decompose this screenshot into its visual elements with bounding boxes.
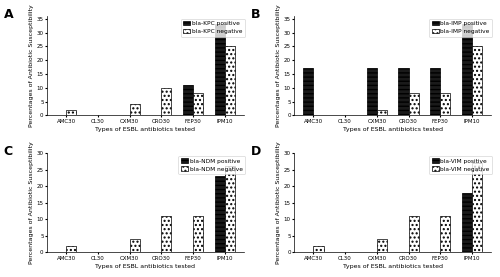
X-axis label: Types of ESBL antibiotics tested: Types of ESBL antibiotics tested <box>342 264 442 269</box>
Bar <box>366 68 377 115</box>
Bar <box>408 93 418 115</box>
Bar <box>193 93 203 115</box>
Text: C: C <box>4 145 13 158</box>
Bar <box>377 239 387 252</box>
Bar <box>314 246 324 252</box>
Bar <box>224 166 235 252</box>
Bar <box>130 104 140 115</box>
Bar <box>66 246 76 252</box>
Text: D: D <box>251 145 262 158</box>
Bar <box>66 110 76 115</box>
Bar <box>377 110 387 115</box>
X-axis label: Types of ESBL antibiotics tested: Types of ESBL antibiotics tested <box>96 264 196 269</box>
Bar <box>303 68 314 115</box>
Bar <box>440 93 450 115</box>
Legend: bla-NDM positive, bla-NDM negative: bla-NDM positive, bla-NDM negative <box>178 156 245 174</box>
Bar <box>430 68 440 115</box>
X-axis label: Types of ESBL antibiotics tested: Types of ESBL antibiotics tested <box>96 127 196 132</box>
Bar <box>462 24 472 115</box>
Bar <box>162 216 172 252</box>
Bar <box>398 68 408 115</box>
Bar <box>408 216 418 252</box>
Y-axis label: Percentages of Antibiotic Susceptibility: Percentages of Antibiotic Susceptibility <box>29 4 34 127</box>
Y-axis label: Percentages of Antibiotic Susceptibility: Percentages of Antibiotic Susceptibility <box>276 4 281 127</box>
Bar <box>440 216 450 252</box>
Text: A: A <box>4 8 14 21</box>
Bar <box>130 239 140 252</box>
Y-axis label: Percentages of Antibiotic Susceptibility: Percentages of Antibiotic Susceptibility <box>29 142 34 264</box>
Legend: bla-VIM positive, bla-VIM negative: bla-VIM positive, bla-VIM negative <box>430 156 492 174</box>
Legend: bla-KPC positive, bla-KPC negative: bla-KPC positive, bla-KPC negative <box>181 19 245 37</box>
Bar <box>472 163 482 252</box>
Bar <box>214 24 224 115</box>
Bar <box>183 85 193 115</box>
Y-axis label: Percentages of Antibiotic Susceptibility: Percentages of Antibiotic Susceptibility <box>276 142 281 264</box>
Bar <box>162 88 172 115</box>
Legend: bla-IMP positive, bla-IMP negative: bla-IMP positive, bla-IMP negative <box>430 19 492 37</box>
Bar <box>193 216 203 252</box>
Bar <box>224 47 235 115</box>
Bar <box>214 176 224 252</box>
Bar <box>472 47 482 115</box>
Bar <box>462 193 472 252</box>
Text: B: B <box>251 8 260 21</box>
X-axis label: Types of ESBL antibiotics tested: Types of ESBL antibiotics tested <box>342 127 442 132</box>
